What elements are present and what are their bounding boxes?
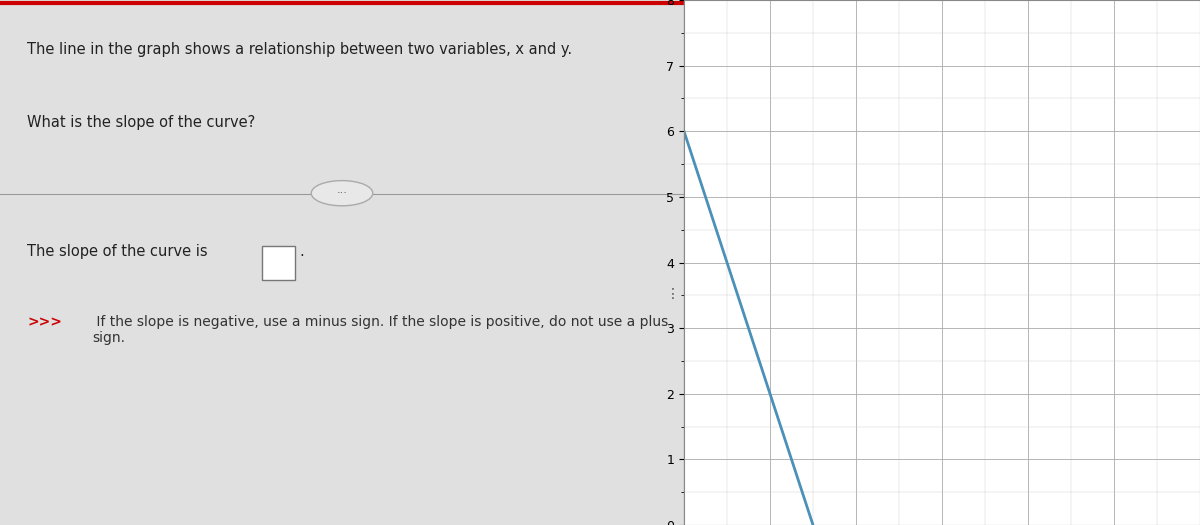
Ellipse shape (311, 181, 373, 206)
Text: .: . (299, 244, 304, 259)
Text: ⋮: ⋮ (666, 287, 680, 301)
Text: What is the slope of the curve?: What is the slope of the curve? (28, 116, 256, 131)
Text: >>>: >>> (28, 315, 62, 329)
Text: The line in the graph shows a relationship between two variables, x and y.: The line in the graph shows a relationsh… (28, 42, 572, 57)
FancyBboxPatch shape (262, 246, 295, 280)
Text: The slope of the curve is: The slope of the curve is (28, 244, 212, 259)
Text: If the slope is negative, use a minus sign. If the slope is positive, do not use: If the slope is negative, use a minus si… (92, 315, 668, 345)
Text: ···: ··· (336, 188, 348, 198)
